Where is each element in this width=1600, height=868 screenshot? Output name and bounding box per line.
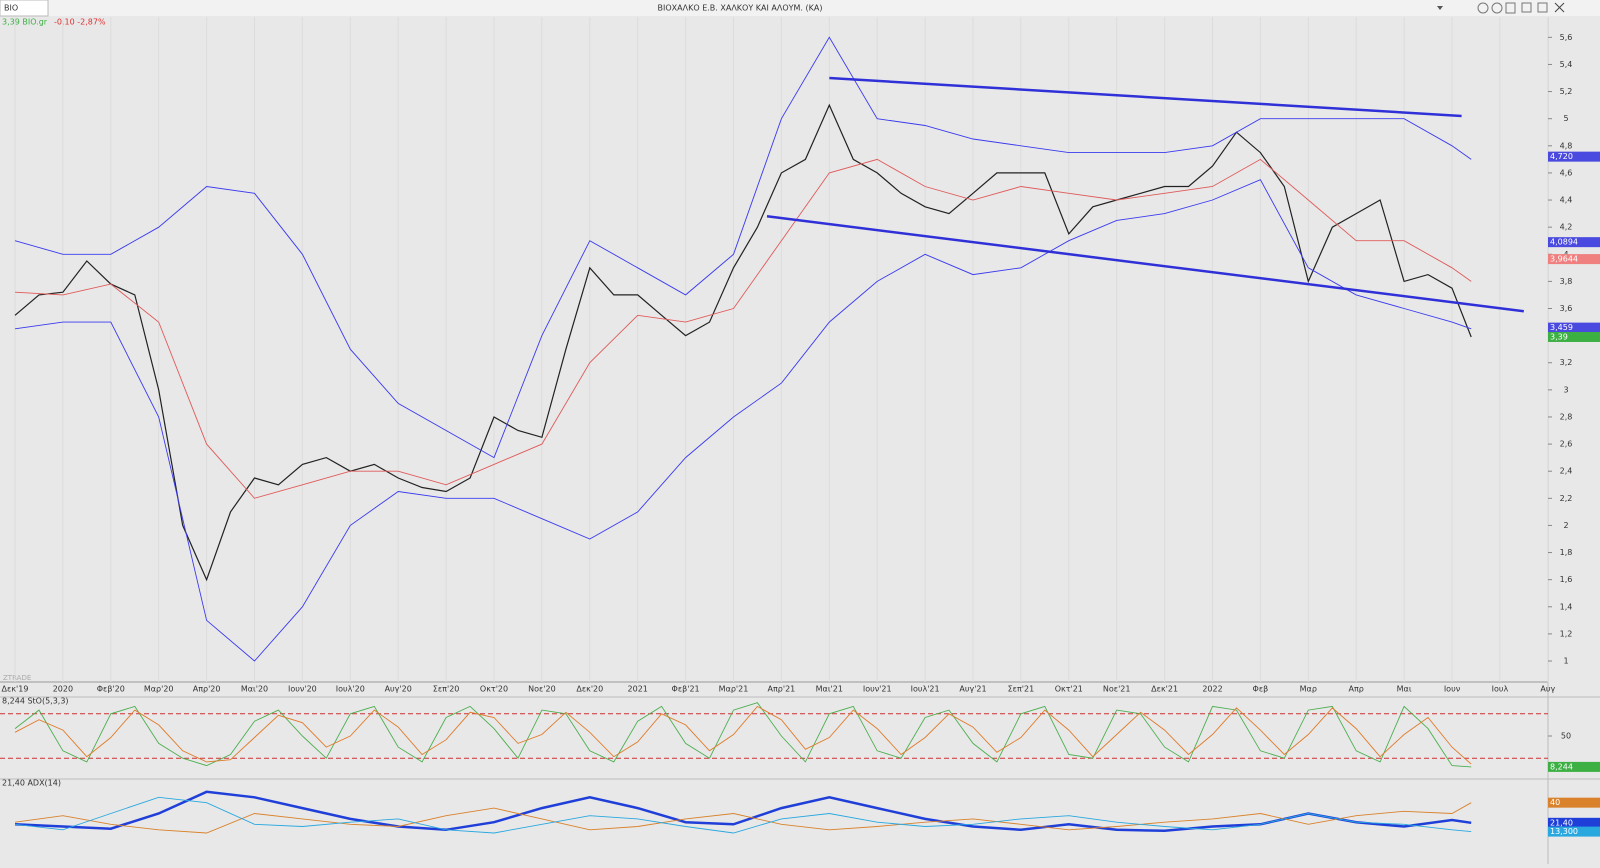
price-label-box xyxy=(1548,761,1600,772)
x-tick-label: Αυγ xyxy=(1540,685,1555,694)
series-line xyxy=(14,103,1472,582)
x-tick-label: 2021 xyxy=(628,685,648,694)
price-label: 3,459 xyxy=(1550,323,1573,332)
y-tick-label: 4,6 xyxy=(1560,168,1573,177)
x-tick-label: Σεπ'21 xyxy=(1008,685,1035,694)
trend-line xyxy=(766,215,1524,313)
symbol-box[interactable] xyxy=(0,0,49,17)
x-tick-label: Οκτ'21 xyxy=(1055,685,1083,694)
y-tick-label: 50 xyxy=(1561,732,1571,741)
y-tick-label: 2,4 xyxy=(1560,467,1573,476)
x-tick-label: Οκτ'20 xyxy=(480,685,508,694)
y-tick-label: 5,2 xyxy=(1560,87,1573,96)
y-tick-label: 4,2 xyxy=(1560,223,1573,232)
x-tick-label: Νοε'21 xyxy=(1103,685,1131,694)
y-tick-label: 4,8 xyxy=(1560,141,1573,150)
indicator-title: 8,244 StO(5,3,3) xyxy=(2,697,69,706)
series-line xyxy=(14,36,1472,459)
y-tick-label: 1,6 xyxy=(1560,575,1573,584)
y-tick-label: 5 xyxy=(1563,114,1568,123)
y-tick-label: 2,6 xyxy=(1560,440,1573,449)
x-tick-label: Φεβ xyxy=(1253,685,1269,694)
series-line xyxy=(14,705,1472,765)
price-label-box xyxy=(1548,254,1600,265)
x-tick-label: Αυγ'20 xyxy=(385,685,412,694)
title-bar xyxy=(0,0,1600,16)
series-line xyxy=(14,158,1472,499)
window-title: ΒΙΟΧΑΛΚΟ Ε.Β. ΧΑΛΚΟΥ ΚΑΙ ΑΛΟΥΜ. (ΚΑ) xyxy=(658,4,823,13)
x-tick-label: 2020 xyxy=(53,685,73,694)
x-tick-label: Μαρ'20 xyxy=(144,685,174,694)
series-line xyxy=(14,702,1472,768)
price-label-box xyxy=(1548,151,1600,162)
x-tick-label: Φεβ'21 xyxy=(672,685,700,694)
y-tick-label: 3 xyxy=(1563,385,1568,394)
y-tick-label: 1,8 xyxy=(1560,548,1573,557)
x-tick-label: Νοε'20 xyxy=(528,685,556,694)
quote: 3,39 BIO.gr xyxy=(2,18,48,27)
y-tick-label: 3,2 xyxy=(1560,358,1573,367)
y-tick-label: 1 xyxy=(1563,657,1568,666)
x-tick-label: Απρ xyxy=(1349,685,1364,694)
x-tick-label: Δεκ'20 xyxy=(576,685,603,694)
y-tick-label: 2,8 xyxy=(1560,412,1573,421)
price-label-box xyxy=(1548,817,1600,828)
price-label-box xyxy=(1548,322,1600,333)
price-label: 4,720 xyxy=(1550,152,1573,161)
x-tick-label: Δεκ'21 xyxy=(1151,685,1178,694)
series-line xyxy=(14,179,1472,662)
x-tick-label: Σεπ'20 xyxy=(433,685,460,694)
price-label: 4,0894 xyxy=(1550,238,1578,247)
price-label: 3,9644 xyxy=(1550,255,1578,264)
x-tick-label: Μαι'21 xyxy=(816,685,843,694)
price-label: 8,244 xyxy=(1550,762,1573,771)
x-tick-label: Δεκ'19 xyxy=(2,685,29,694)
price-label-box xyxy=(1548,237,1600,248)
y-tick-label: 5,6 xyxy=(1560,33,1573,42)
x-tick-label: Απρ'21 xyxy=(768,685,796,694)
x-tick-label: Ιουν xyxy=(1444,685,1461,694)
y-tick-label: 2,2 xyxy=(1560,494,1573,503)
x-tick-label: Απρ'20 xyxy=(193,685,221,694)
price-label: 13,300 xyxy=(1550,827,1578,836)
y-tick-label: 4,4 xyxy=(1560,196,1573,205)
price-label: 40 xyxy=(1550,798,1560,807)
x-tick-label: Ιουν'20 xyxy=(288,685,317,694)
price-label-box xyxy=(1548,797,1600,808)
y-tick-label: 1,4 xyxy=(1560,602,1573,611)
price-label-box xyxy=(1548,826,1600,837)
price-label: 21,40 xyxy=(1550,818,1573,827)
x-tick-label: Μαρ xyxy=(1300,685,1317,694)
x-tick-label: Μαι'20 xyxy=(241,685,268,694)
toolbar-icons[interactable] xyxy=(1437,2,1565,14)
series-line xyxy=(14,790,1472,833)
x-tick-label: Ιουλ'20 xyxy=(336,685,365,694)
price-label-box xyxy=(1548,331,1600,342)
x-tick-label: Ιουν'21 xyxy=(863,685,892,694)
x-tick-label: 2022 xyxy=(1202,685,1222,694)
y-tick-label: 3,6 xyxy=(1560,304,1573,313)
series-line xyxy=(14,796,1472,834)
quote-change: -0,10 -2,87% xyxy=(54,18,106,27)
symbol: BIO xyxy=(4,4,18,13)
y-tick-label: 5,4 xyxy=(1560,60,1573,69)
series-line xyxy=(14,802,1472,834)
x-tick-label: Ιουλ xyxy=(1492,685,1509,694)
x-tick-label: Μαρ'21 xyxy=(719,685,749,694)
trend-line xyxy=(829,76,1462,118)
indicator-title: 21,40 ADX(14) xyxy=(2,779,61,788)
x-tick-label: Αυγ'21 xyxy=(959,685,986,694)
x-tick-label: Μαι xyxy=(1397,685,1412,694)
y-tick-label: 1,2 xyxy=(1560,629,1573,638)
y-tick-label: 2 xyxy=(1563,521,1568,530)
price-label: 3,39 xyxy=(1550,332,1568,341)
x-tick-label: Ιουλ'21 xyxy=(911,685,940,694)
x-tick-label: Φεβ'20 xyxy=(97,685,125,694)
watermark: ZTRADE xyxy=(3,674,31,682)
y-tick-label: 3,8 xyxy=(1560,277,1573,286)
